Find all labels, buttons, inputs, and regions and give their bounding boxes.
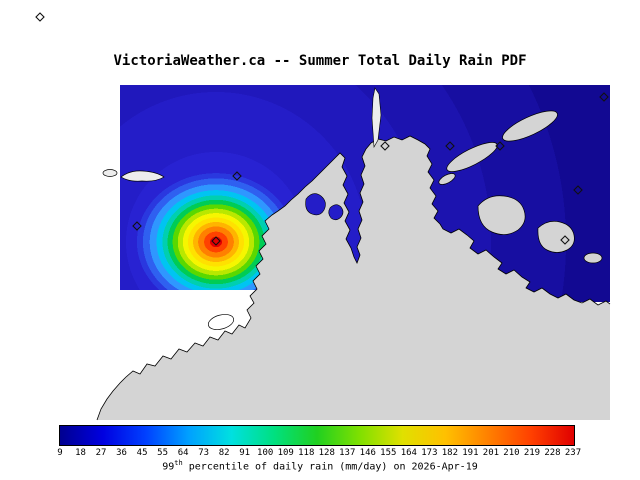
colorbar-tick-label: 201 xyxy=(482,448,500,458)
station-marker-icon xyxy=(211,236,221,246)
colorbar-tick-label: 9 xyxy=(57,448,63,458)
harbour-inlet xyxy=(305,193,326,216)
land-layer xyxy=(96,87,611,421)
station-marker-icon xyxy=(380,141,390,151)
page-title: VictoriaWeather.ca -- Summer Total Daily… xyxy=(113,53,527,69)
station-marker-icon xyxy=(495,141,505,151)
colorbar-tick-label: 219 xyxy=(523,448,541,458)
station-marker-icon xyxy=(599,92,609,102)
colorbar-tick-label: 109 xyxy=(277,448,294,458)
station-marker-icon xyxy=(560,235,570,245)
caption-value: 99 xyxy=(162,461,175,473)
station-marker-icon xyxy=(573,185,583,195)
colorbar-tick-label: 64 xyxy=(177,448,189,458)
colorbar-caption: 99th percentile of daily rain (mm/day) o… xyxy=(0,459,640,472)
coastline xyxy=(96,135,611,421)
colorbar-tick-label: 91 xyxy=(239,448,251,458)
colorbar-tick-label: 73 xyxy=(198,448,210,458)
colorbar-tick-label: 137 xyxy=(339,448,356,458)
colorbar-tick-label: 27 xyxy=(95,448,107,458)
island xyxy=(537,220,575,253)
station-marker-icon xyxy=(35,12,45,22)
colorbar-tick-label: 210 xyxy=(503,448,520,458)
colorbar-tick-label: 228 xyxy=(544,448,561,458)
colorbar-tick-label: 18 xyxy=(75,448,86,458)
caption-text: percentile of daily rain (mm/day) on 202… xyxy=(182,461,478,473)
colorbar-tick-label: 191 xyxy=(462,448,479,458)
colorbar-tick-label: 55 xyxy=(157,448,169,458)
colorbar-tick-label: 100 xyxy=(257,448,274,458)
colorbar-tick-label: 146 xyxy=(359,448,376,458)
colorbar-tick-label: 164 xyxy=(400,448,417,458)
colorbar-tick-label: 182 xyxy=(441,448,459,458)
small-island xyxy=(102,169,118,177)
colorbar-tick-label: 82 xyxy=(218,448,230,458)
island xyxy=(438,173,456,185)
island xyxy=(583,252,603,264)
station-marker-icon xyxy=(232,171,242,181)
small-island xyxy=(120,170,165,182)
harbour-inlet xyxy=(328,204,344,221)
station-marker-icon xyxy=(445,141,455,151)
colorbar-tick-label: 128 xyxy=(318,448,335,458)
landmass-vancouver-island xyxy=(97,136,610,420)
colorbar-tick-label: 173 xyxy=(421,448,438,458)
colorbar-tick-label: 237 xyxy=(564,448,582,458)
colorbar-tick-label: 45 xyxy=(136,448,148,458)
colorbar-tick-label: 118 xyxy=(298,448,315,458)
station-marker-icon xyxy=(132,221,142,231)
colorbar-tick-label: 36 xyxy=(116,448,127,458)
sooke-basin xyxy=(207,314,235,330)
island xyxy=(477,195,526,235)
island xyxy=(502,110,558,142)
colorbar xyxy=(59,425,575,446)
station-markers xyxy=(35,12,609,246)
colorbar-ticks: 9 18 27 36 45 55 64 73 82 91 100 109 118 128 137 146 155… xyxy=(0,448,640,460)
narrow-island xyxy=(371,87,382,149)
colorbar-tick-label: 155 xyxy=(380,448,397,458)
caption-ordinal: th xyxy=(174,459,183,467)
